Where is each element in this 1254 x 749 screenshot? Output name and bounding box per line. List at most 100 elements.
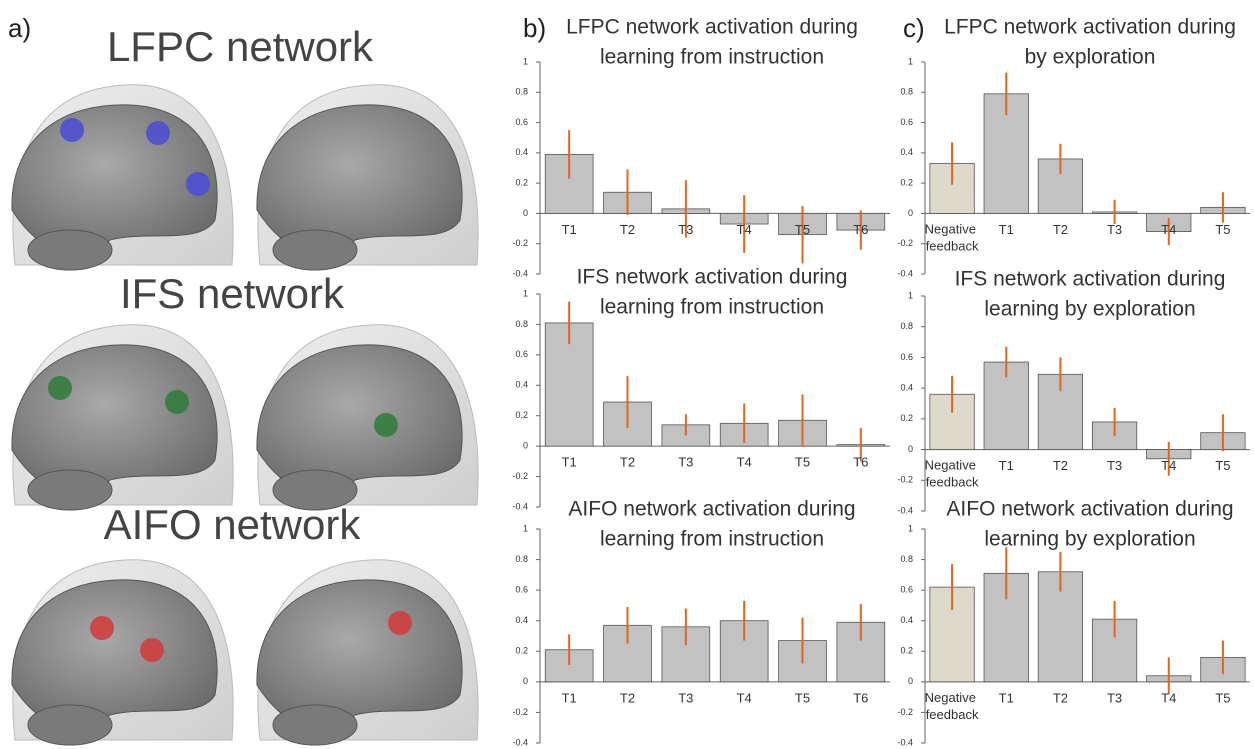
y-tick-label: 1 [523,523,528,533]
network-title: IFS network [120,270,345,317]
chart-title: learning by exploration [984,528,1195,551]
cerebellum [272,229,358,271]
roi [140,638,164,662]
x-tick-label: T3 [678,222,693,237]
x-tick-label: T3 [1107,458,1122,473]
bar [661,626,711,683]
chart-title: LFPC network activation during [566,16,858,39]
roi [146,121,170,145]
x-tick-label: T4 [737,455,752,470]
x-tick-label: T2 [1053,222,1068,237]
y-tick-label: 0 [523,441,528,451]
x-tick-label: T2 [620,690,635,705]
y-tick-label: -0.2 [512,707,528,717]
y-tick-label: 0 [908,676,913,686]
panel-label: a) [8,13,31,43]
y-tick-label: 1 [908,523,913,533]
panel-label: b) [523,13,546,43]
y-tick-label: 0.2 [900,646,913,656]
y-tick-label: 0.2 [900,413,913,423]
roi [165,390,189,414]
x-tick-label: T3 [678,455,693,470]
y-tick-label: 0.4 [515,380,528,390]
y-tick-label: 0.2 [515,646,528,656]
chart-title: LFPC network activation during [944,16,1236,39]
x-tick-label: T2 [1053,690,1068,705]
chart-title: learning by exploration [984,298,1195,321]
chart-title: learning from instruction [600,46,824,69]
y-tick-label: 0.8 [515,554,528,564]
brain-images [11,84,479,746]
y-tick-label: 0.2 [515,410,528,420]
roi [374,413,398,437]
x-tick-label: Negative feedback [925,458,980,490]
y-tick-label: 0.6 [900,585,913,595]
x-tick-label: T5 [795,690,810,705]
x-tick-label: T1 [999,458,1014,473]
y-tick-label: -0.4 [512,501,528,511]
y-tick-label: -0.2 [512,238,528,248]
chart-title: by exploration [1025,46,1156,69]
y-tick-label: 0.8 [900,321,913,331]
x-tick-label: T1 [562,690,577,705]
y-tick-label: 1 [908,56,913,66]
y-tick-label: 0.8 [900,554,913,564]
x-tick-label: T1 [562,455,577,470]
y-tick-label: -0.4 [512,737,528,747]
x-tick-label: T4 [737,222,752,237]
chart-title: IFS network activation during [577,266,848,289]
y-tick-label: 0.6 [515,117,528,127]
x-tick-label: T4 [737,690,752,705]
x-tick-label: T4 [1161,222,1176,237]
bar [929,393,975,450]
y-tick-label: 0.6 [900,117,913,127]
y-tick-label: -0.4 [897,268,913,278]
y-tick-label: -0.2 [897,707,913,717]
y-tick-label: -0.4 [897,737,913,747]
roi [186,172,210,196]
x-tick-label: T6 [853,455,868,470]
cerebellum [27,469,113,511]
x-tick-label: T5 [1215,222,1230,237]
y-tick-label: -0.2 [512,471,528,481]
x-tick-label: T2 [620,455,635,470]
x-tick-label: Negative feedback [925,690,980,722]
y-tick-label: -0.4 [512,268,528,278]
x-tick-label: T2 [620,222,635,237]
x-tick-label: T6 [853,222,868,237]
cerebellum [272,704,358,746]
y-tick-label: 0.4 [900,383,913,393]
cerebellum [272,469,358,511]
y-tick-label: 0 [908,208,913,218]
y-tick-label: 0.2 [900,178,913,188]
chart-title: IFS network activation during [955,268,1226,291]
x-tick-label: T1 [999,222,1014,237]
y-tick-label: 0 [523,208,528,218]
y-tick-label: -0.2 [897,238,913,248]
x-tick-label: T4 [1161,690,1176,705]
roi [90,616,114,640]
y-tick-label: 0 [908,444,913,454]
x-tick-label: Negative feedback [925,222,980,254]
y-tick-label: 1 [523,56,528,66]
x-tick-label: T5 [795,222,810,237]
x-tick-label: T4 [1161,458,1176,473]
y-tick-label: 1 [523,288,528,298]
x-tick-label: T1 [999,690,1014,705]
x-tick-label: T5 [795,455,810,470]
y-tick-label: 0.6 [900,352,913,362]
x-tick-label: T2 [1053,458,1068,473]
cerebellum [27,704,113,746]
y-tick-label: -0.4 [897,505,913,515]
chart-title: learning from instruction [600,528,824,551]
x-tick-label: T3 [1107,222,1122,237]
network-title: LFPC network [107,23,374,70]
y-tick-label: 0.4 [900,147,913,157]
y-tick-label: 0.4 [515,147,528,157]
y-tick-label: 0.8 [515,87,528,97]
roi [60,118,84,142]
x-tick-label: T3 [678,690,693,705]
panel-label: c) [903,13,925,43]
y-tick-label: 0.8 [515,319,528,329]
